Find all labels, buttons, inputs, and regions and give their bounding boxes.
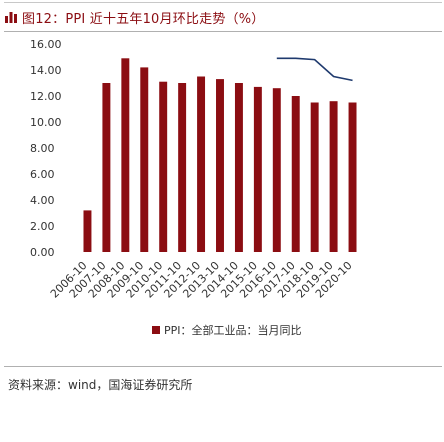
bar: [83, 210, 92, 252]
y-tick-label: 0.00: [30, 246, 55, 259]
bar: [234, 83, 243, 252]
bar: [121, 58, 130, 252]
top-rule: [4, 2, 442, 3]
bar: [178, 83, 187, 252]
header-rule: [4, 31, 442, 32]
figure-title: 图12：PPI 近十五年10月环比走势（%）: [22, 11, 265, 27]
bar-chart-icon: [5, 12, 17, 23]
bar: [102, 83, 111, 252]
legend-swatch: [152, 326, 160, 334]
y-tick-label: 2.00: [30, 220, 55, 233]
y-tick-label: 4.00: [30, 194, 55, 207]
bar: [272, 88, 281, 252]
figure-header: 图12：PPI 近十五年10月环比走势（%）: [4, 4, 442, 30]
y-tick-label: 10.00: [30, 116, 62, 129]
bar: [291, 96, 300, 252]
series-line: [276, 57, 353, 82]
bar: [253, 86, 262, 253]
y-tick-label: 8.00: [30, 142, 55, 155]
y-tick-label: 12.00: [30, 90, 62, 103]
y-tick-label: 14.00: [30, 64, 62, 77]
bar-chart: 0.00 2.00 4.00 6.00 8.00 10.00 12.00 14.00 16.00…: [30, 38, 357, 337]
bar: [216, 79, 224, 252]
bar: [197, 76, 206, 252]
chart-bottom-rule: [4, 366, 442, 367]
y-tick-label: 16.00: [30, 38, 62, 51]
source-note: 资料来源：wind，国海证券研究所: [8, 378, 193, 392]
legend-label: PPI：全部工业品：当月同比: [164, 323, 302, 337]
bar: [329, 101, 338, 252]
bar: [348, 102, 357, 252]
bar: [159, 81, 168, 252]
bar: [310, 102, 319, 252]
y-tick-label: 6.00: [30, 168, 55, 181]
bar: [140, 67, 149, 253]
